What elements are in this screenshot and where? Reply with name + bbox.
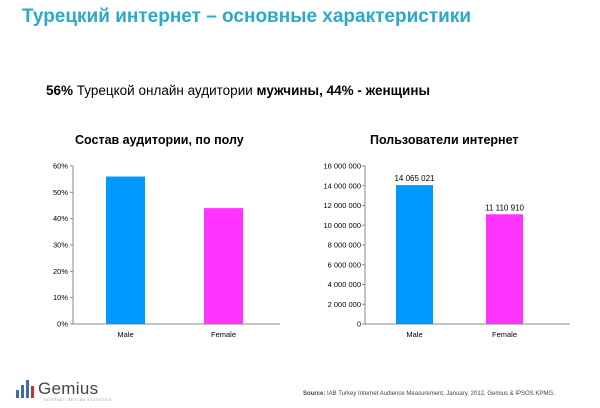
- users-y-tick-label: 8 000 000: [328, 241, 361, 250]
- users-data-label: 14 065 021: [394, 174, 435, 183]
- users-y-tick-label: 4 000 000: [328, 280, 361, 289]
- users-bar-female: [486, 214, 523, 324]
- gender-y-tick-label: 50%: [53, 188, 68, 197]
- source-note: Source: IAB Turkey Internet Audience Mea…: [303, 391, 555, 397]
- gender-y-tick-label: 10%: [53, 293, 68, 302]
- subtitle-male-percent: 56%: [46, 83, 74, 98]
- gender-chart: 0% 10% 20% 30% 40% 50% 60% Male Female: [53, 162, 280, 339]
- gemius-logo-icon: [16, 380, 34, 398]
- users-chart: 0 2 000 000 4 000 000 6 000 000 8 000 000 10 …: [323, 162, 570, 339]
- users-y-tick-label: 12 000 000: [323, 201, 361, 210]
- gemius-logo: Gemius INTERNET. BEYOND STATISTICS: [16, 378, 112, 402]
- slide-subtitle: 56% Турецкой онлайн аудитории мужчины, 4…: [46, 83, 430, 98]
- gender-y-tick-label: 30%: [53, 241, 68, 250]
- subtitle-gender-text: мужчины, 44% - женщины: [256, 83, 431, 98]
- gender-bar-male: [106, 176, 145, 324]
- gemius-logo-text: Gemius: [38, 379, 99, 398]
- users-y-tick-label: 0: [357, 320, 361, 329]
- subtitle-middle-text: Турецкой онлайн аудитории: [73, 83, 257, 98]
- gender-bar-female: [204, 208, 243, 324]
- gender-x-tick-label: Female: [211, 330, 236, 339]
- chart-title-gender-share: Состав аудитории, по полу: [75, 133, 244, 147]
- source-label: Source:: [303, 391, 326, 397]
- gender-y-tick-label: 20%: [53, 267, 68, 276]
- users-y-tick-label: 14 000 000: [323, 181, 361, 190]
- gemius-logo-tagline: INTERNET. BEYOND STATISTICS: [44, 398, 113, 402]
- gender-x-tick-label: Male: [117, 330, 133, 339]
- gender-y-tick-label: 60%: [53, 162, 68, 171]
- users-y-tick-label: 6 000 000: [328, 260, 361, 269]
- gender-y-tick-label: 0%: [57, 320, 68, 329]
- users-data-label: 11 110 910: [485, 203, 524, 212]
- users-bar-male: [396, 185, 433, 324]
- chart-title-internet-users: Пользователи интернет: [370, 133, 519, 147]
- slide-title: Турецкий интернет – основные характерист…: [22, 6, 472, 27]
- users-x-tick-label: Female: [492, 330, 517, 339]
- source-text: IAB Turkey Internet Audience Measurement…: [325, 391, 555, 397]
- users-x-tick-label: Male: [406, 330, 422, 339]
- gender-y-tick-label: 40%: [53, 214, 68, 223]
- users-y-tick-label: 16 000 000: [323, 162, 361, 171]
- users-y-tick-label: 10 000 000: [323, 221, 361, 230]
- users-y-tick-label: 2 000 000: [328, 300, 361, 309]
